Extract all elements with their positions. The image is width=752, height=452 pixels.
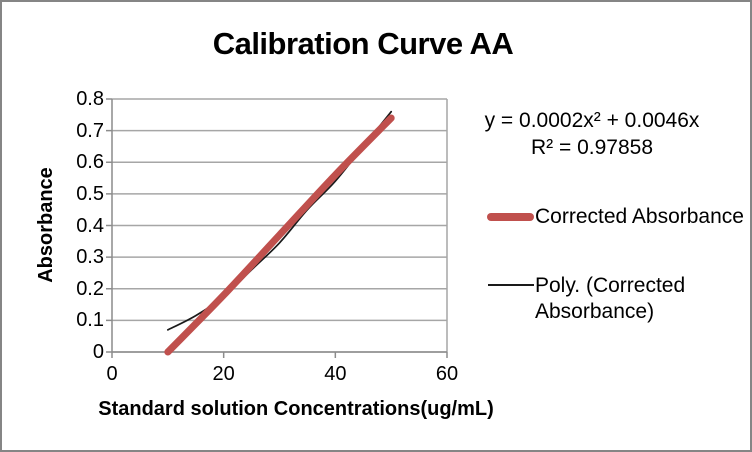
y-tick-label: 0.8 <box>76 88 104 110</box>
x-tick-label: 40 <box>324 363 347 385</box>
legend-swatch-poly-trendline <box>488 284 534 286</box>
chart-title: Calibration Curve AA <box>212 26 514 61</box>
trendline-equation: y = 0.0002x² + 0.0046x R² = 0.97858 <box>485 107 700 161</box>
r-squared-line: R² = 0.97858 <box>530 136 654 159</box>
poly-trendline-curve <box>166 110 393 331</box>
x-axis-title: Standard solution Concentrations(ug/mL) <box>98 398 494 420</box>
y-tick-label: 0.4 <box>76 214 104 237</box>
legend-label-poly-trendline: Poly. (Corrected Absorbance) <box>535 274 686 323</box>
y-tick-label: 0.7 <box>76 119 104 142</box>
y-tick-label: 0.2 <box>76 277 104 300</box>
x-tick-label: 20 <box>212 363 235 385</box>
y-tick-label: 0.5 <box>76 182 104 205</box>
x-tick-label: 60 <box>435 363 459 385</box>
legend-swatch-corrected-absorbance <box>487 213 534 221</box>
x-tick-label: 0 <box>106 363 118 385</box>
equation-line: y = 0.0002x² + 0.0046x <box>484 109 700 132</box>
y-tick-label: 0.1 <box>76 309 104 332</box>
legend-label-corrected-absorbance: Corrected Absorbance <box>535 205 744 228</box>
y-tick-label: 0.6 <box>76 151 104 174</box>
y-tick-label: 0.3 <box>76 246 104 269</box>
corrected-absorbance-curve <box>164 114 395 356</box>
y-tick-label: 0 <box>92 341 104 363</box>
